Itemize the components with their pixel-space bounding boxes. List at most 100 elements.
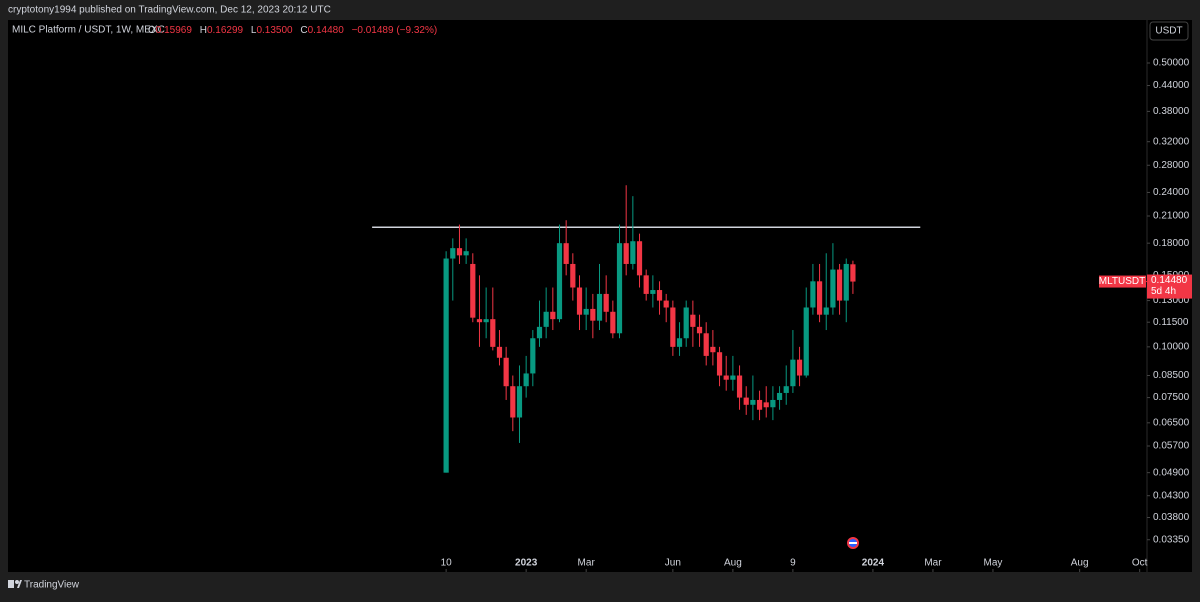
y-tick-label: 0.13000 (1153, 295, 1190, 306)
candle (536, 300, 543, 347)
candle-body (770, 399, 776, 408)
candle (656, 281, 663, 315)
candle (483, 287, 489, 339)
candle-body (850, 264, 856, 282)
x-tick-label: Mar (924, 558, 942, 569)
candle (843, 258, 849, 323)
x-tick-label: Mar (578, 558, 596, 569)
price-tag-price: 0.14480 (1151, 275, 1188, 286)
candle-body (576, 287, 583, 315)
legend-c-label: C (300, 25, 307, 36)
candle (836, 263, 843, 315)
candle-body (596, 293, 603, 321)
y-tick-label: 0.32000 (1153, 136, 1190, 147)
candle-body (643, 275, 649, 294)
legend-change: −0.01489 (−9.32%) (352, 25, 438, 36)
published-line: cryptotony1994 published on TradingView.… (8, 5, 331, 16)
candle (650, 275, 656, 308)
candle (756, 390, 763, 421)
candle-body (810, 281, 816, 308)
candle-body (563, 243, 569, 264)
candle (750, 375, 756, 421)
y-tick-label: 0.05700 (1153, 441, 1190, 452)
candle (730, 355, 736, 391)
candle-body (470, 263, 476, 318)
candle (623, 185, 629, 276)
candle (736, 365, 743, 410)
candle (563, 220, 569, 276)
candle-body (476, 319, 483, 323)
y-tick-label: 0.28000 (1153, 160, 1190, 171)
candle-body (703, 333, 709, 356)
x-tick-label: Aug (1071, 558, 1089, 569)
candle-body (530, 338, 536, 374)
candle-body (630, 241, 636, 264)
candle-body (590, 308, 596, 321)
candle-body (710, 346, 716, 353)
candle (663, 293, 669, 323)
price-tag-bg (1147, 274, 1192, 299)
y-tick-label: 0.24000 (1153, 187, 1190, 198)
y-tick-label: 0.50000 (1153, 58, 1190, 69)
candle (523, 355, 529, 398)
currency-button[interactable] (1149, 21, 1189, 41)
candle (583, 287, 589, 331)
candle (743, 386, 749, 415)
candle-body (603, 293, 609, 312)
footer-logo (8, 580, 22, 588)
footer-brand: TradingView (24, 580, 80, 591)
candle (610, 300, 616, 339)
candle (556, 224, 563, 323)
candle-body (763, 402, 769, 408)
candle-body (516, 386, 523, 418)
y-tick-label: 0.44000 (1153, 80, 1190, 91)
candle (823, 253, 829, 331)
candle (816, 263, 823, 323)
candle-body (610, 311, 616, 334)
candle (796, 346, 803, 387)
candle-body (550, 311, 556, 320)
y-tick-label: 0.04900 (1153, 467, 1190, 478)
legend-h-label: H (200, 25, 207, 36)
candle (636, 233, 643, 288)
candle-body (523, 373, 529, 387)
candle (703, 322, 709, 366)
x-tick-label: 9 (790, 558, 796, 569)
candle-body (736, 375, 743, 398)
candle-body (510, 386, 516, 418)
candle-body (730, 375, 736, 380)
currency-button-label[interactable]: USDT (1155, 26, 1182, 37)
price-tag-symbol: MLTUSDT (1099, 276, 1145, 287)
candle-body (783, 386, 789, 393)
candle-body (716, 352, 723, 376)
candle-body (663, 300, 669, 308)
candle-body (463, 251, 469, 256)
candle-body (443, 258, 449, 473)
legend-o-label: O (148, 25, 156, 36)
price-tag-symbol-bg (1099, 275, 1146, 288)
candle (676, 322, 683, 356)
candle-body (696, 326, 703, 334)
price-tag-countdown: 5d 4h (1151, 286, 1176, 297)
candle (690, 300, 696, 347)
candle (443, 251, 449, 473)
x-tick-label: 2024 (862, 558, 885, 569)
candle (490, 287, 496, 351)
candle (503, 346, 509, 400)
candle-body (670, 307, 676, 347)
candle (463, 238, 469, 264)
candle-body (616, 243, 623, 334)
candle (450, 238, 456, 301)
candle (576, 275, 583, 331)
x-tick-label: Jun (665, 558, 681, 569)
candle-body (743, 397, 749, 405)
candle (850, 260, 856, 294)
x-tick-label: 2023 (515, 558, 538, 569)
y-tick-label: 0.21000 (1153, 211, 1190, 222)
event-icon (847, 537, 859, 549)
x-tick-label: May (984, 558, 1003, 569)
candle (716, 346, 723, 387)
candle (643, 269, 649, 301)
